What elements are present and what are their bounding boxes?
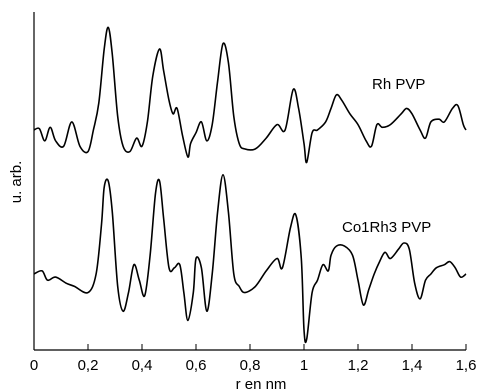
x-tick-label-4: 0,8 bbox=[240, 357, 261, 374]
x-axis-title: r en nm bbox=[236, 376, 287, 391]
x-tick-label-2: 0,4 bbox=[132, 357, 153, 374]
series-lines bbox=[33, 26, 467, 344]
series-label-rh-pvp: Rh PVP bbox=[372, 76, 425, 93]
y-axis-title: u. arb. bbox=[8, 161, 25, 204]
series-line-1 bbox=[33, 174, 467, 344]
x-tick-label-3: 0,6 bbox=[186, 357, 207, 374]
x-tick-label-0: 0 bbox=[30, 357, 38, 374]
x-tick-label-8: 1,6 bbox=[456, 357, 477, 374]
series-label-co1rh3-pvp: Co1Rh3 PVP bbox=[342, 219, 431, 236]
x-tick-label-6: 1,2 bbox=[348, 357, 369, 374]
x-ticks: 0 0,2 0,4 0,6 0,8 1 1,2 1,4 1,6 bbox=[30, 344, 477, 374]
x-tick-label-7: 1,4 bbox=[402, 357, 423, 374]
series-line-0 bbox=[33, 26, 467, 164]
x-tick-label-5: 1 bbox=[300, 357, 308, 374]
x-tick-label-1: 0,2 bbox=[78, 357, 99, 374]
